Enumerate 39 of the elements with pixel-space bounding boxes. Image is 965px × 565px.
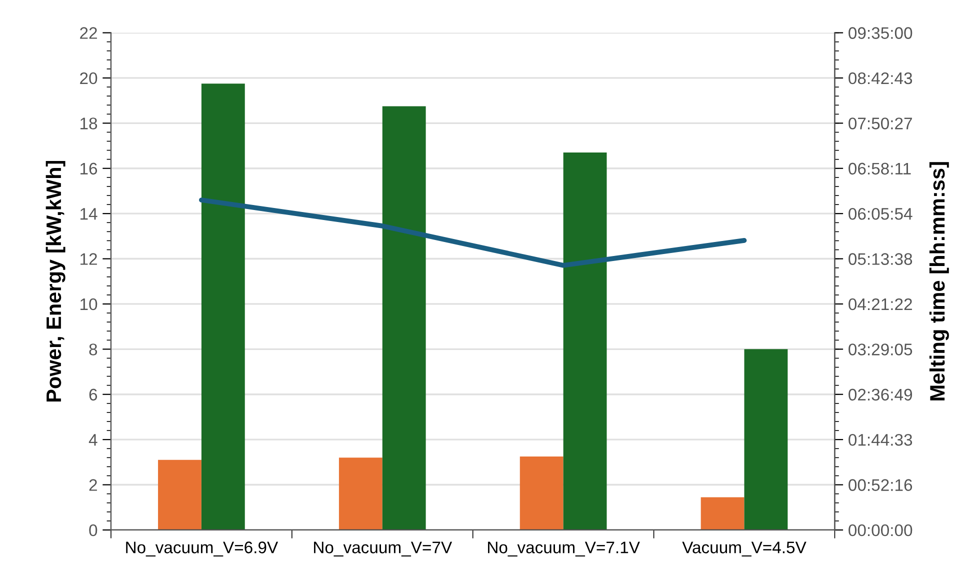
- y2-tick-label: 06:58:11: [848, 162, 911, 175]
- bar: [744, 349, 788, 530]
- y2-tick-label: 01:44:33: [848, 434, 912, 446]
- y2-tick-label: 05:13:38: [848, 253, 912, 265]
- y-tick-label: 22: [80, 27, 97, 39]
- bar: [563, 152, 607, 530]
- y2-tick-label: 08:42:43: [848, 72, 912, 84]
- y-tick-label: 12: [80, 253, 97, 265]
- line-series: [199, 198, 747, 268]
- y-tick-label: 0: [89, 524, 98, 536]
- y-axis-title: Power, Energy [kW,kWh]: [46, 160, 66, 402]
- y2-tick-label: 09:35:00: [848, 27, 912, 39]
- y-tick-label: 2: [89, 479, 97, 491]
- y2-tick-label: 00:52:16: [848, 479, 912, 491]
- y2-tick-label: 06:05:54: [848, 208, 912, 220]
- y2-axis-title: Melting time [hh:mm:ss]: [929, 162, 949, 400]
- bar: [520, 456, 564, 530]
- x-tick-label: No_vacuum_V=7.1V: [488, 542, 640, 556]
- bar: [382, 106, 426, 530]
- bar: [158, 460, 202, 530]
- y2-tick-label: 03:29:05: [848, 344, 912, 356]
- bar: [700, 497, 744, 530]
- y2-tick-label: 02:36:49: [848, 388, 912, 401]
- y-tick-label: 14: [80, 208, 98, 220]
- y2-tick-label: 07:50:27: [848, 118, 912, 130]
- y2-tick-label: 00:00:00: [848, 524, 912, 536]
- y-tick-label: 16: [80, 162, 98, 175]
- y2-tick-label: 04:21:22: [848, 298, 912, 310]
- x-tick-label: No_vacuum_V=7V: [314, 542, 452, 556]
- y-tick-label: 10: [80, 298, 98, 310]
- y-tick-label: 4: [88, 434, 98, 446]
- y-tick-label: 8: [89, 344, 98, 356]
- bar: [338, 458, 382, 530]
- y-tick-label: 20: [80, 72, 98, 84]
- y-tick-label: 6: [89, 388, 98, 401]
- x-tick-label: No_vacuum_V=6.9V: [126, 542, 278, 556]
- y-tick-label: 18: [80, 118, 98, 130]
- x-tick-label: Vacuum_V=4.5V: [682, 542, 806, 556]
- bar: [201, 84, 245, 530]
